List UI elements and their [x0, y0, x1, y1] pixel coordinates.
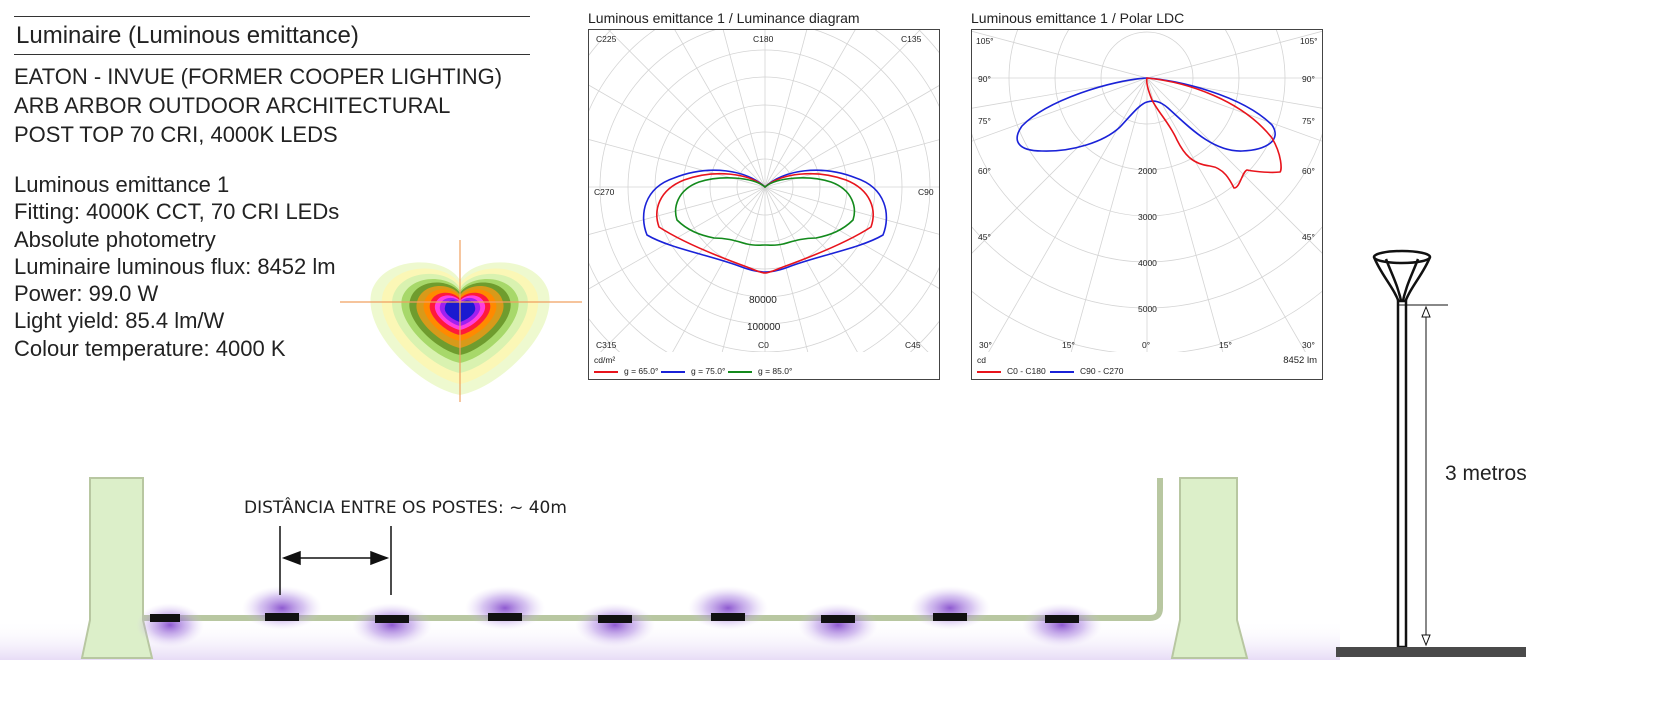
- pole-height-label: 3 metros: [1445, 462, 1527, 485]
- isolux-distribution-graphic: [340, 240, 582, 402]
- spec-line: Light yield: 85.4 lm/W: [14, 308, 225, 334]
- bottom-angle-label: 30°: [979, 340, 992, 350]
- radial-label: 5000: [1138, 304, 1157, 314]
- distance-dimension: [279, 526, 392, 595]
- legend-swatch: [661, 370, 685, 373]
- tick-c0: C0: [758, 340, 769, 350]
- luminance-legend: cd/m² g = 65.0° g = 75.0° g = 85.0°: [588, 352, 940, 380]
- pole-head: [1372, 249, 1432, 306]
- street-scene-illustration: [0, 477, 1340, 660]
- radial-label: 3000: [1138, 212, 1157, 222]
- luminaire-name-line: EATON - INVUE (FORMER COOPER LIGHTING): [14, 64, 503, 89]
- floor-glow: [0, 620, 1340, 660]
- luminance-curve-g85: [674, 177, 856, 247]
- luminance-diagram-panel: C225 C180 C135 C270 C90 C315 C0 C45 8000…: [588, 29, 940, 353]
- legend-label: g = 75.0°: [691, 366, 726, 376]
- polar-ldc-plot: [972, 30, 1322, 352]
- luminance-diagram-caption: Luminous emittance 1 / Luminance diagram: [588, 10, 860, 26]
- distance-label: DISTÂNCIA ENTRE OS POSTES: ~ 40m: [244, 498, 567, 518]
- header-rule-bottom: [14, 54, 530, 55]
- legend-swatch: [977, 370, 1001, 373]
- tick-c180: C180: [753, 34, 774, 44]
- ldc-curve-c90-c270: [1016, 77, 1276, 152]
- legend-flux: 8452 lm: [1283, 355, 1317, 366]
- angle-label-left: 105°: [976, 36, 994, 46]
- radial-label: 4000: [1138, 258, 1157, 268]
- angle-label-left: 45°: [978, 232, 991, 242]
- pole-shaft: [1396, 299, 1408, 649]
- luminance-diagram-plot: [589, 30, 939, 352]
- pillar-left: [80, 477, 154, 659]
- bottom-angle-label: 15°: [1219, 340, 1232, 350]
- tick-c45: C45: [905, 340, 921, 350]
- angle-label-right: 90°: [1302, 74, 1315, 84]
- tick-c270: C270: [594, 187, 615, 197]
- spec-line: Colour temperature: 4000 K: [14, 335, 286, 361]
- luminaire-name: EATON - INVUE (FORMER COOPER LIGHTING) A…: [14, 62, 502, 149]
- angle-label-left: 90°: [978, 74, 991, 84]
- scale-label-100000: 100000: [747, 322, 781, 333]
- legend-item: g = 65.0°: [594, 366, 658, 376]
- luminaire-specs: Luminous emittance 1 Fitting: 4000K CCT,…: [14, 171, 339, 362]
- luminaire-name-line: POST TOP 70 CRI, 4000K LEDS: [14, 122, 338, 147]
- legend-unit: cd/m²: [594, 355, 616, 365]
- angle-label-right: 75°: [1302, 116, 1315, 126]
- spec-line: Luminous emittance 1: [14, 172, 230, 197]
- legend-swatch: [1050, 370, 1074, 373]
- legend-label: g = 65.0°: [624, 366, 659, 376]
- scale-label-80000: 80000: [749, 295, 777, 306]
- legend-item: C90 - C270: [1050, 366, 1123, 376]
- header-rule-top: [14, 16, 530, 17]
- legend-item: C0 - C180: [977, 366, 1046, 376]
- angle-label-right: 60°: [1302, 166, 1315, 176]
- luminance-curve-g65: [656, 172, 874, 274]
- bottom-angle-label: 0°: [1142, 340, 1151, 350]
- spec-line: Power: 99.0 W: [14, 281, 159, 307]
- polar-ldc-panel: 105° 90° 75° 60° 45° 105° 90° 75° 60° 45…: [971, 29, 1323, 353]
- legend-item: g = 75.0°: [661, 366, 725, 376]
- tick-c90: C90: [918, 187, 934, 197]
- legend-unit: cd: [977, 355, 986, 365]
- height-dimension: [1421, 305, 1431, 647]
- legend-swatch: [728, 370, 752, 373]
- angle-label-right: 105°: [1300, 36, 1318, 46]
- tick-c315: C315: [596, 340, 617, 350]
- legend-swatch: [594, 370, 618, 373]
- pole-base: [1336, 647, 1526, 657]
- spec-line: Fitting: 4000K CCT, 70 CRI LEDs: [14, 199, 340, 225]
- angle-label-right: 45°: [1302, 232, 1315, 242]
- light-glows: [136, 586, 1102, 647]
- radial-label: 2000: [1138, 166, 1157, 176]
- ldc-curve-c0-c180: [1145, 77, 1282, 189]
- luminance-curve-g75: [642, 169, 888, 273]
- legend-label: g = 85.0°: [758, 366, 793, 376]
- tick-c135: C135: [901, 34, 922, 44]
- angle-label-left: 75°: [978, 116, 991, 126]
- bottom-angle-label: 15°: [1062, 340, 1075, 350]
- polar-ldc-legend: cd 8452 lm C0 - C180 C90 - C270: [971, 352, 1323, 380]
- pipe: [143, 478, 1163, 621]
- luminaire-markers: [150, 613, 1079, 623]
- spec-line: Luminaire luminous flux: 8452 lm: [14, 253, 336, 279]
- legend-item: g = 85.0°: [728, 366, 792, 376]
- legend-label: C90 - C270: [1080, 366, 1124, 376]
- luminaire-name-line: ARB ARBOR OUTDOOR ARCHITECTURAL: [14, 93, 451, 118]
- pillar-right: [1170, 477, 1249, 659]
- pole-illustration: [1336, 249, 1526, 657]
- angle-label-left: 60°: [978, 166, 991, 176]
- spec-line: Absolute photometry: [14, 226, 216, 252]
- tick-c225: C225: [596, 34, 617, 44]
- legend-label: C0 - C180: [1007, 366, 1046, 376]
- polar-ldc-caption: Luminous emittance 1 / Polar LDC: [971, 10, 1185, 26]
- page-title: Luminaire (Luminous emittance): [16, 22, 359, 49]
- bottom-angle-label: 30°: [1302, 340, 1315, 350]
